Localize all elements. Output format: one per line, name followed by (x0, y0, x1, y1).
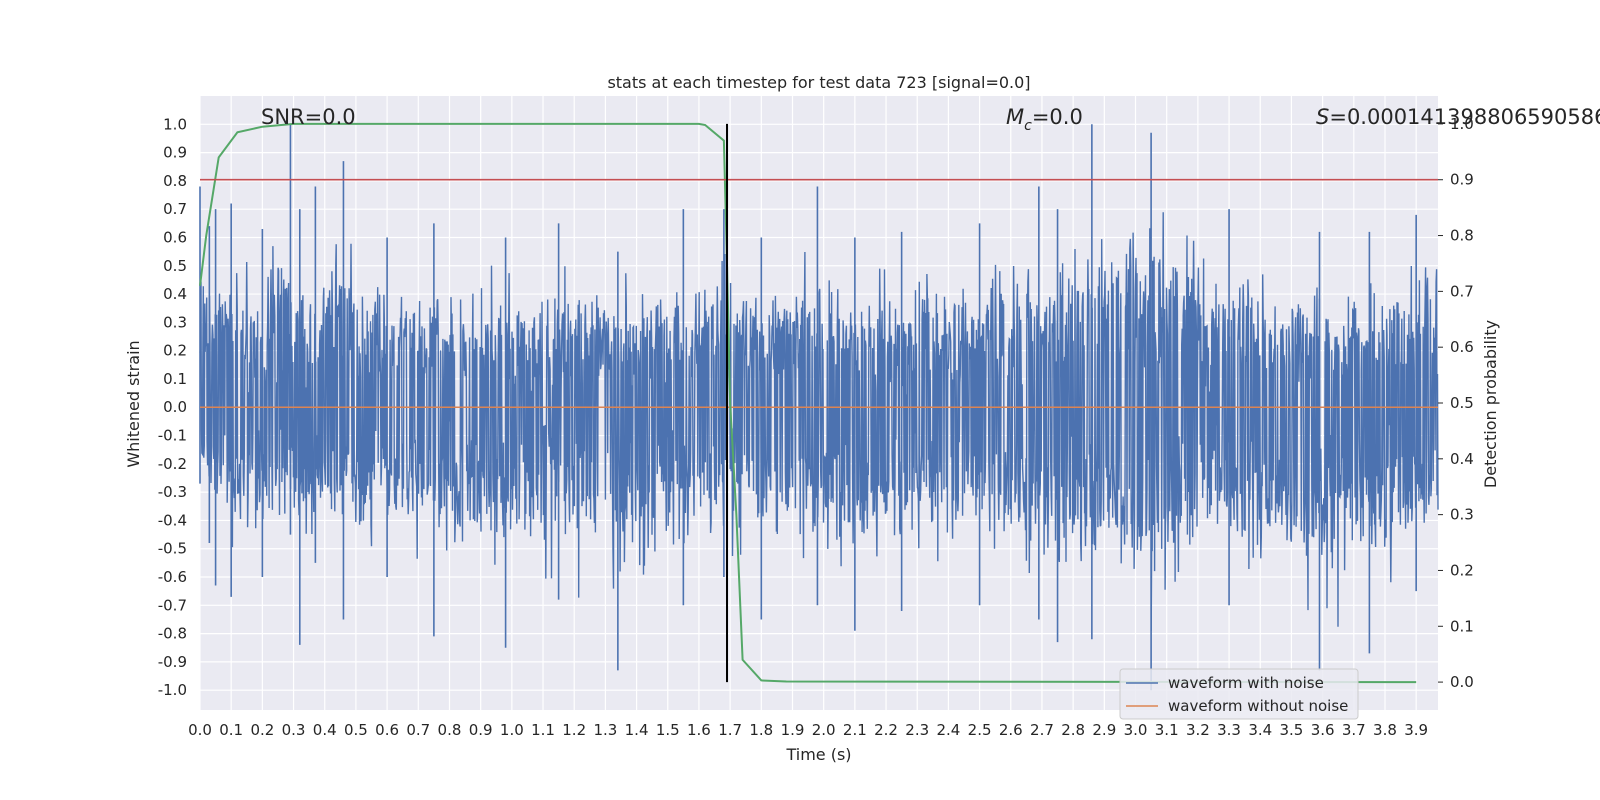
y-tick-label: 0.3 (163, 313, 187, 331)
y-right-tick-label: 1.0 (1450, 115, 1474, 133)
x-tick-label: 2.8 (1061, 721, 1085, 739)
x-tick-label: 1.1 (531, 721, 555, 739)
y-tick-label: 0.0 (163, 398, 187, 416)
y-right-tick-label: 0.0 (1450, 673, 1474, 691)
detection-probability-series (199, 122, 1417, 684)
x-tick-label: 3.4 (1248, 721, 1272, 739)
y-tick-label: -0.6 (158, 568, 187, 586)
y-tick-label: 0.5 (163, 257, 187, 275)
y-tick-label: -0.7 (158, 596, 187, 614)
y-tick-label: 0.6 (163, 228, 187, 246)
x-tick-label: 1.6 (687, 721, 711, 739)
legend-box (1119, 668, 1359, 720)
y-tick-label: -0.1 (158, 427, 187, 445)
y-axis-label: Whitened strain (124, 340, 143, 467)
x-tick-label: 3.1 (1155, 721, 1179, 739)
x-tick-label: 1.3 (593, 721, 617, 739)
x-tick-label: 2.4 (936, 721, 960, 739)
x-tick-label: 3.2 (1186, 721, 1210, 739)
reference-lines (200, 123, 1438, 683)
y-right-tick-label: 0.2 (1450, 561, 1474, 579)
x-tick-label: 0.8 (438, 721, 462, 739)
y-tick-label: 0.4 (163, 285, 187, 303)
y-tick-label: -0.5 (158, 540, 187, 558)
x-tick-label: 1.8 (749, 721, 773, 739)
x-tick-label: 1.7 (718, 721, 742, 739)
y-tick-label: -0.3 (158, 483, 187, 501)
legend: waveform with noise waveform without noi… (1119, 668, 1359, 720)
y-tick-label: 0.2 (163, 342, 187, 360)
x-tick-label: 2.9 (1092, 721, 1116, 739)
x-tick-label: 2.3 (905, 721, 929, 739)
y-right-axis-ticks: 1.0 0.9 0.8 0.7 0.6 0.5 0.4 0.3 0.2 0.1 0.0 (1438, 115, 1474, 691)
x-tick-label: 3.5 (1280, 721, 1304, 739)
y-right-tick-label: 0.1 (1450, 617, 1474, 635)
x-tick-label: 0.2 (250, 721, 274, 739)
y-tick-label: -0.9 (158, 653, 187, 671)
y-right-axis-label: Detection probability (1481, 320, 1500, 488)
y-right-tick-label: 0.5 (1450, 394, 1474, 412)
waveform-with-noise-line (199, 212, 1439, 631)
x-tick-label: 2.5 (968, 721, 992, 739)
x-tick-label: 1.9 (781, 721, 805, 739)
y-tick-label: -0.2 (158, 455, 187, 473)
x-tick-label: 1.0 (500, 721, 524, 739)
score-annotation: S=0.0001413988065905868 (1316, 105, 1600, 129)
x-tick-label: 2.0 (812, 721, 836, 739)
chirp-mass-annotation: Mc=0.0 (1006, 105, 1083, 134)
snr-annotation: SNR=0.0 (261, 105, 356, 129)
y-tick-label: -0.4 (158, 511, 187, 529)
y-right-tick-label: 0.8 (1450, 227, 1474, 245)
x-axis-ticks: 0.0 0.1 0.2 0.3 0.4 0.5 0.6 0.7 0.8 0.9 1.0 1.1 1.2 1… (188, 721, 1428, 739)
x-tick-label: 1.5 (656, 721, 680, 739)
y-tick-label: -1.0 (158, 681, 187, 699)
y-right-tick-label: 0.9 (1450, 171, 1474, 189)
x-tick-label: 3.6 (1311, 721, 1335, 739)
x-tick-label: 0.1 (219, 721, 243, 739)
legend-label-clean: waveform without noise (1168, 697, 1348, 715)
y-right-tick-label: 0.3 (1450, 506, 1474, 524)
x-tick-label: 0.4 (313, 721, 337, 739)
detection-probability-line (199, 122, 1417, 684)
chart-title: stats at each timestep for test data 723… (607, 73, 1030, 92)
x-tick-label: 2.1 (843, 721, 867, 739)
y-right-tick-label: 0.4 (1450, 450, 1474, 468)
y-tick-label: 0.1 (163, 370, 187, 388)
x-tick-label: 3.8 (1373, 721, 1397, 739)
legend-label-noise: waveform with noise (1168, 674, 1324, 692)
x-tick-label: 0.3 (282, 721, 306, 739)
x-tick-label: 0.6 (375, 721, 399, 739)
x-tick-label: 3.0 (1124, 721, 1148, 739)
x-tick-label: 3.9 (1404, 721, 1428, 739)
x-tick-label: 0.5 (344, 721, 368, 739)
y-right-tick-label: 0.7 (1450, 282, 1474, 300)
y-right-tick-label: 0.6 (1450, 338, 1474, 356)
x-tick-label: 3.7 (1342, 721, 1366, 739)
x-tick-label: 2.7 (1030, 721, 1054, 739)
x-tick-label: 0.9 (469, 721, 493, 739)
y-axis-ticks: 1.0 0.9 0.8 0.7 0.6 0.5 0.4 0.3 0.2 0.1 0.0 -0.1 -0.… (158, 115, 187, 699)
y-tick-label: -0.8 (158, 625, 187, 643)
x-tick-label: 0.0 (188, 721, 212, 739)
x-tick-label: 1.2 (562, 721, 586, 739)
y-tick-label: 0.9 (163, 144, 187, 162)
x-tick-label: 1.4 (625, 721, 649, 739)
y-tick-label: 0.8 (163, 172, 187, 190)
y-tick-label: 1.0 (163, 115, 187, 133)
x-tick-label: 2.2 (874, 721, 898, 739)
x-tick-label: 3.3 (1217, 721, 1241, 739)
x-tick-label: 2.6 (999, 721, 1023, 739)
y-tick-label: 0.7 (163, 200, 187, 218)
x-tick-label: 0.7 (406, 721, 430, 739)
x-axis-label: Time (s) (785, 745, 851, 764)
